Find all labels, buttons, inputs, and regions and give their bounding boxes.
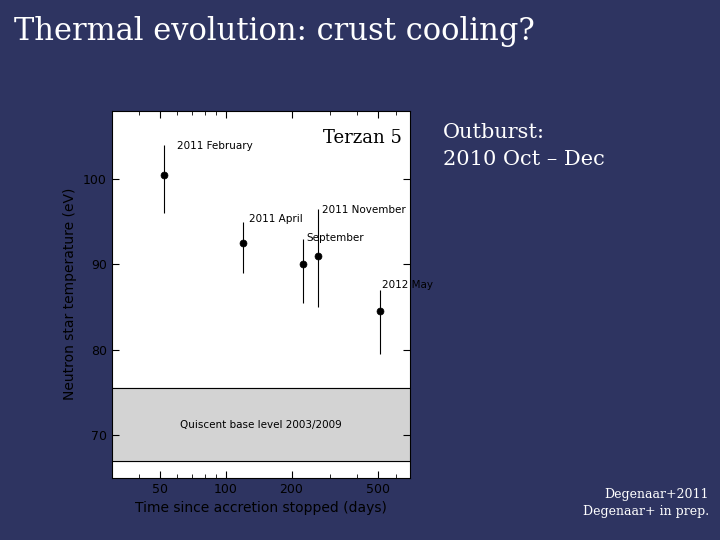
Text: 2011 February: 2011 February — [177, 141, 253, 151]
Text: Outburst:
2010 Oct – Dec: Outburst: 2010 Oct – Dec — [443, 123, 605, 168]
Text: Terzan 5: Terzan 5 — [323, 129, 402, 147]
Text: 2011 April: 2011 April — [249, 214, 303, 224]
Text: 2011 November: 2011 November — [322, 205, 405, 215]
X-axis label: Time since accretion stopped (days): Time since accretion stopped (days) — [135, 501, 387, 515]
Text: 2012 May: 2012 May — [382, 280, 433, 291]
Y-axis label: Neutron star temperature (eV): Neutron star temperature (eV) — [63, 188, 77, 401]
Text: Thermal evolution: crust cooling?: Thermal evolution: crust cooling? — [14, 16, 535, 47]
Bar — [112, 388, 410, 461]
Text: September: September — [306, 233, 364, 242]
Text: Quiscent base level 2003/2009: Quiscent base level 2003/2009 — [180, 420, 342, 429]
Text: Degenaar+2011
Degenaar+ in prep.: Degenaar+2011 Degenaar+ in prep. — [583, 488, 709, 518]
